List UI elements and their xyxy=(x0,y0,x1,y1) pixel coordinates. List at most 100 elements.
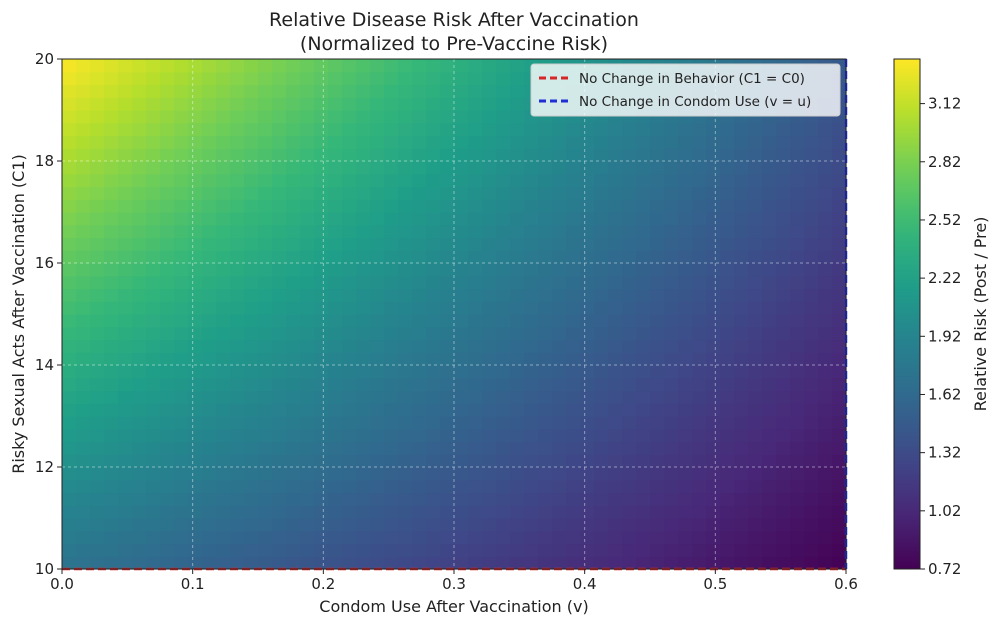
heatmap-cell xyxy=(566,352,581,366)
heatmap-cell xyxy=(468,250,483,264)
heatmap-cell xyxy=(258,122,273,137)
heatmap-cell xyxy=(790,377,805,392)
heatmap-cell xyxy=(748,479,763,494)
heatmap-cell xyxy=(104,97,119,111)
heatmap-cell xyxy=(62,352,77,366)
heatmap-cell xyxy=(818,454,833,468)
heatmap-cell xyxy=(62,224,77,239)
heatmap-cell xyxy=(328,377,343,392)
heatmap-cell xyxy=(314,97,329,111)
heatmap-cell xyxy=(566,122,581,137)
heatmap-cell xyxy=(440,84,455,98)
heatmap-cell xyxy=(538,352,553,366)
heatmap-cell xyxy=(412,390,427,404)
heatmap-cell xyxy=(650,339,665,353)
heatmap-cell xyxy=(720,314,735,328)
heatmap-cell xyxy=(538,250,553,264)
heatmap-cell xyxy=(216,428,231,443)
heatmap-cell xyxy=(818,390,833,404)
heatmap-cell xyxy=(384,390,399,404)
heatmap-cell xyxy=(90,518,105,532)
heatmap-cell xyxy=(692,556,707,570)
heatmap-cell xyxy=(272,110,287,124)
heatmap-cell xyxy=(258,428,273,443)
heatmap-cell xyxy=(104,212,119,226)
heatmap-cell xyxy=(706,224,721,239)
y-tick-label: 10 xyxy=(35,560,54,578)
x-tick-label: 0.2 xyxy=(311,575,335,593)
heatmap-cell xyxy=(160,543,175,557)
heatmap-cell xyxy=(804,530,819,545)
heatmap-cell xyxy=(216,288,231,302)
heatmap-cell xyxy=(678,135,693,149)
heatmap-cell xyxy=(552,314,567,328)
heatmap-cell xyxy=(454,365,469,379)
heatmap-cell xyxy=(468,326,483,341)
heatmap-cell xyxy=(174,377,189,392)
heatmap-cell xyxy=(734,543,749,557)
heatmap-cell xyxy=(342,250,357,264)
heatmap-cell xyxy=(426,110,441,124)
heatmap-cell xyxy=(580,161,595,175)
heatmap-cell xyxy=(664,224,679,239)
heatmap-cell xyxy=(314,403,329,417)
heatmap-cell xyxy=(216,390,231,404)
heatmap-cell xyxy=(580,492,595,506)
heatmap-cell xyxy=(188,352,203,366)
heatmap-cell xyxy=(76,288,91,302)
heatmap-cell xyxy=(328,416,343,430)
heatmap-cell xyxy=(664,428,679,443)
heatmap-cell xyxy=(496,326,511,341)
heatmap-cell xyxy=(244,454,259,468)
heatmap-cell xyxy=(468,263,483,277)
heatmap-cell xyxy=(356,122,371,137)
heatmap-cell xyxy=(384,543,399,557)
heatmap-cell xyxy=(370,275,385,290)
heatmap-cell xyxy=(370,326,385,341)
heatmap-cell xyxy=(510,454,525,468)
heatmap-cell xyxy=(230,135,245,149)
heatmap-cell xyxy=(104,122,119,137)
heatmap-cell xyxy=(188,237,203,251)
heatmap-cell xyxy=(90,224,105,239)
heatmap-cell xyxy=(76,263,91,277)
heatmap-cell xyxy=(650,148,665,162)
heatmap-cell xyxy=(398,543,413,557)
heatmap-cell xyxy=(426,199,441,213)
heatmap-cell xyxy=(552,403,567,417)
heatmap-cell xyxy=(692,479,707,494)
heatmap-cell xyxy=(440,148,455,162)
heatmap-cell xyxy=(678,339,693,353)
heatmap-cell xyxy=(566,186,581,200)
heatmap-cell xyxy=(496,505,511,519)
heatmap-cell xyxy=(832,135,847,149)
heatmap-cell xyxy=(510,390,525,404)
heatmap-cell xyxy=(398,97,413,111)
heatmap-cell xyxy=(328,97,343,111)
heatmap-cell xyxy=(720,416,735,430)
heatmap-cell xyxy=(594,454,609,468)
heatmap-cell xyxy=(748,377,763,392)
heatmap-cell xyxy=(734,556,749,570)
heatmap-cell xyxy=(804,301,819,315)
heatmap-cell xyxy=(188,250,203,264)
heatmap-cell xyxy=(692,505,707,519)
heatmap-cell xyxy=(62,518,77,532)
heatmap-cell xyxy=(342,467,357,481)
heatmap-cell xyxy=(566,428,581,443)
heatmap-cell xyxy=(692,275,707,290)
heatmap-cell xyxy=(720,530,735,545)
heatmap-cell xyxy=(468,186,483,200)
heatmap-cell xyxy=(104,365,119,379)
heatmap-cell xyxy=(62,186,77,200)
heatmap-cell xyxy=(356,314,371,328)
heatmap-cell xyxy=(146,199,161,213)
heatmap-cell xyxy=(622,212,637,226)
heatmap-cell xyxy=(356,530,371,545)
heatmap-cell xyxy=(370,530,385,545)
heatmap-cell xyxy=(804,479,819,494)
heatmap-cell xyxy=(496,122,511,137)
heatmap-cell xyxy=(258,288,273,302)
heatmap-cell xyxy=(468,173,483,188)
heatmap-cell xyxy=(286,454,301,468)
